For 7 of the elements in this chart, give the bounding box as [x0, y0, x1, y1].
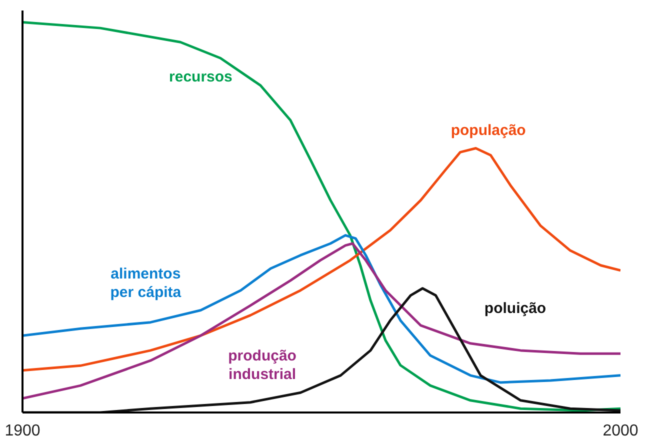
series-label: produção industrial	[228, 347, 296, 384]
text: poluição	[484, 300, 546, 317]
x-tick-label: 2000	[602, 422, 638, 440]
series-label: recursos	[169, 68, 232, 86]
series-label: alimentos per cápita	[110, 265, 182, 302]
x-tick-label: 1900	[4, 422, 40, 440]
series-label: população	[450, 122, 526, 139]
